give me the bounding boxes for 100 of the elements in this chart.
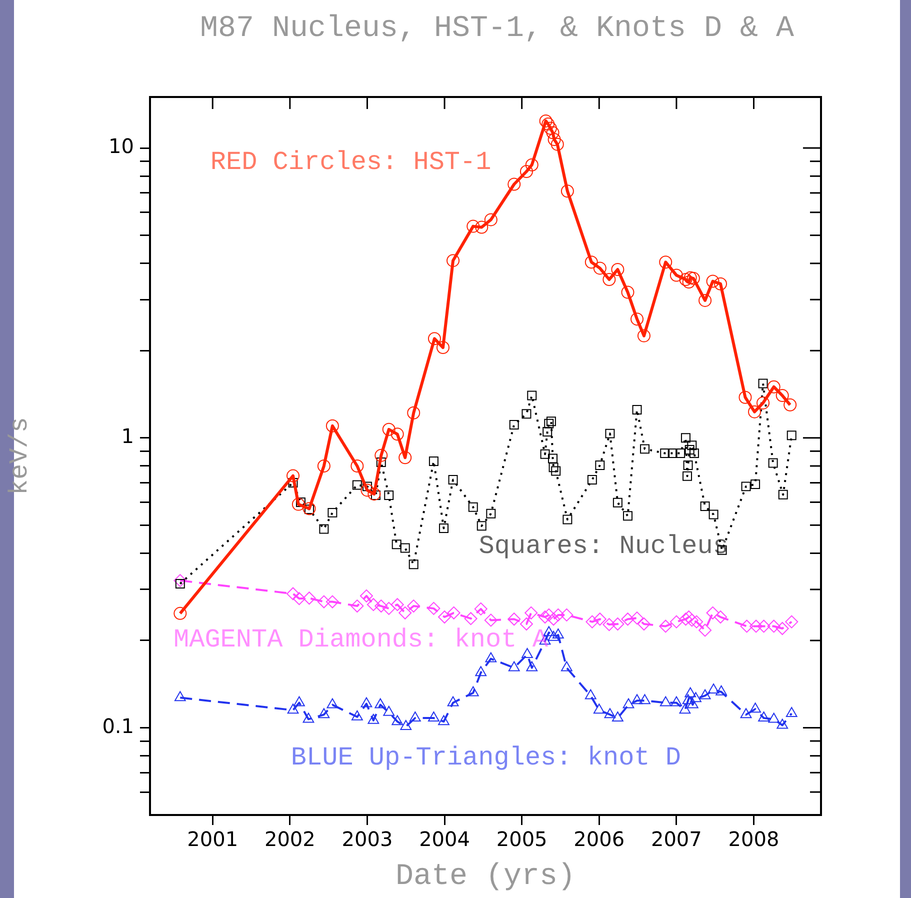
point <box>699 689 711 700</box>
point <box>475 666 487 676</box>
point <box>540 449 550 459</box>
point <box>632 405 642 415</box>
point <box>767 620 780 633</box>
point <box>326 419 339 432</box>
point <box>668 448 678 458</box>
point <box>382 422 396 436</box>
point <box>382 602 396 615</box>
point <box>621 286 634 299</box>
point <box>287 704 299 714</box>
point <box>328 508 338 518</box>
point <box>474 602 488 616</box>
point <box>690 615 704 628</box>
point <box>392 715 404 726</box>
point <box>350 459 364 472</box>
point <box>508 612 521 626</box>
point <box>584 256 598 269</box>
point <box>679 272 692 286</box>
point <box>384 490 394 500</box>
point <box>509 420 519 430</box>
point <box>640 444 650 454</box>
point <box>750 702 761 713</box>
x-tick-label: 2005 <box>496 827 548 852</box>
point <box>682 471 692 481</box>
point <box>593 704 605 714</box>
point <box>398 451 412 464</box>
point <box>659 620 672 633</box>
point <box>390 428 404 441</box>
point <box>611 263 624 276</box>
point <box>447 606 460 620</box>
point <box>560 608 574 622</box>
point <box>714 277 728 290</box>
point <box>602 272 616 286</box>
point <box>622 511 632 521</box>
point <box>637 617 650 630</box>
point <box>785 615 798 628</box>
point <box>740 708 752 718</box>
point <box>586 615 599 628</box>
point <box>689 448 699 458</box>
point <box>520 617 533 630</box>
point <box>687 440 697 450</box>
point <box>660 696 672 706</box>
point <box>374 698 386 708</box>
point <box>524 606 538 620</box>
point <box>659 256 672 269</box>
point <box>464 612 478 626</box>
point <box>686 698 698 708</box>
point <box>428 712 440 722</box>
point <box>439 523 448 533</box>
point <box>539 114 552 128</box>
point <box>466 220 480 233</box>
point <box>174 606 187 620</box>
point <box>351 710 363 720</box>
point <box>546 126 560 140</box>
point <box>612 712 624 722</box>
x-tick-label: 2006 <box>574 827 625 852</box>
point <box>542 427 552 436</box>
point <box>484 614 498 627</box>
point <box>374 600 388 613</box>
point <box>448 475 458 485</box>
point <box>679 704 691 714</box>
point <box>548 462 558 472</box>
point <box>676 448 686 458</box>
point <box>630 312 644 326</box>
y-tick-label: 1 <box>121 424 134 448</box>
point <box>360 589 373 602</box>
y-tick-label: 10 <box>108 134 134 158</box>
point <box>542 118 555 131</box>
point <box>526 661 538 672</box>
point <box>660 448 670 458</box>
point <box>560 661 572 672</box>
point <box>522 409 532 419</box>
point <box>475 220 488 234</box>
point <box>408 560 418 570</box>
point <box>750 479 760 489</box>
point <box>708 510 718 520</box>
point <box>611 617 624 630</box>
point <box>605 428 615 438</box>
point <box>767 380 780 394</box>
point <box>522 648 533 658</box>
point <box>484 213 498 226</box>
point <box>436 341 450 354</box>
point <box>520 164 533 178</box>
point <box>360 697 372 708</box>
point <box>630 612 644 625</box>
point <box>318 708 330 718</box>
point <box>776 718 788 729</box>
point <box>368 488 381 501</box>
point <box>622 698 634 708</box>
point <box>447 696 459 706</box>
x-tick-label: 2001 <box>187 827 238 852</box>
y-tick-label: 0.1 <box>102 714 134 738</box>
point <box>547 612 560 626</box>
point <box>427 602 440 615</box>
point <box>670 615 683 628</box>
point <box>409 712 421 722</box>
point <box>684 445 694 455</box>
series-label: MAGENTA Diamonds: knot A <box>173 624 548 654</box>
point <box>390 598 404 612</box>
